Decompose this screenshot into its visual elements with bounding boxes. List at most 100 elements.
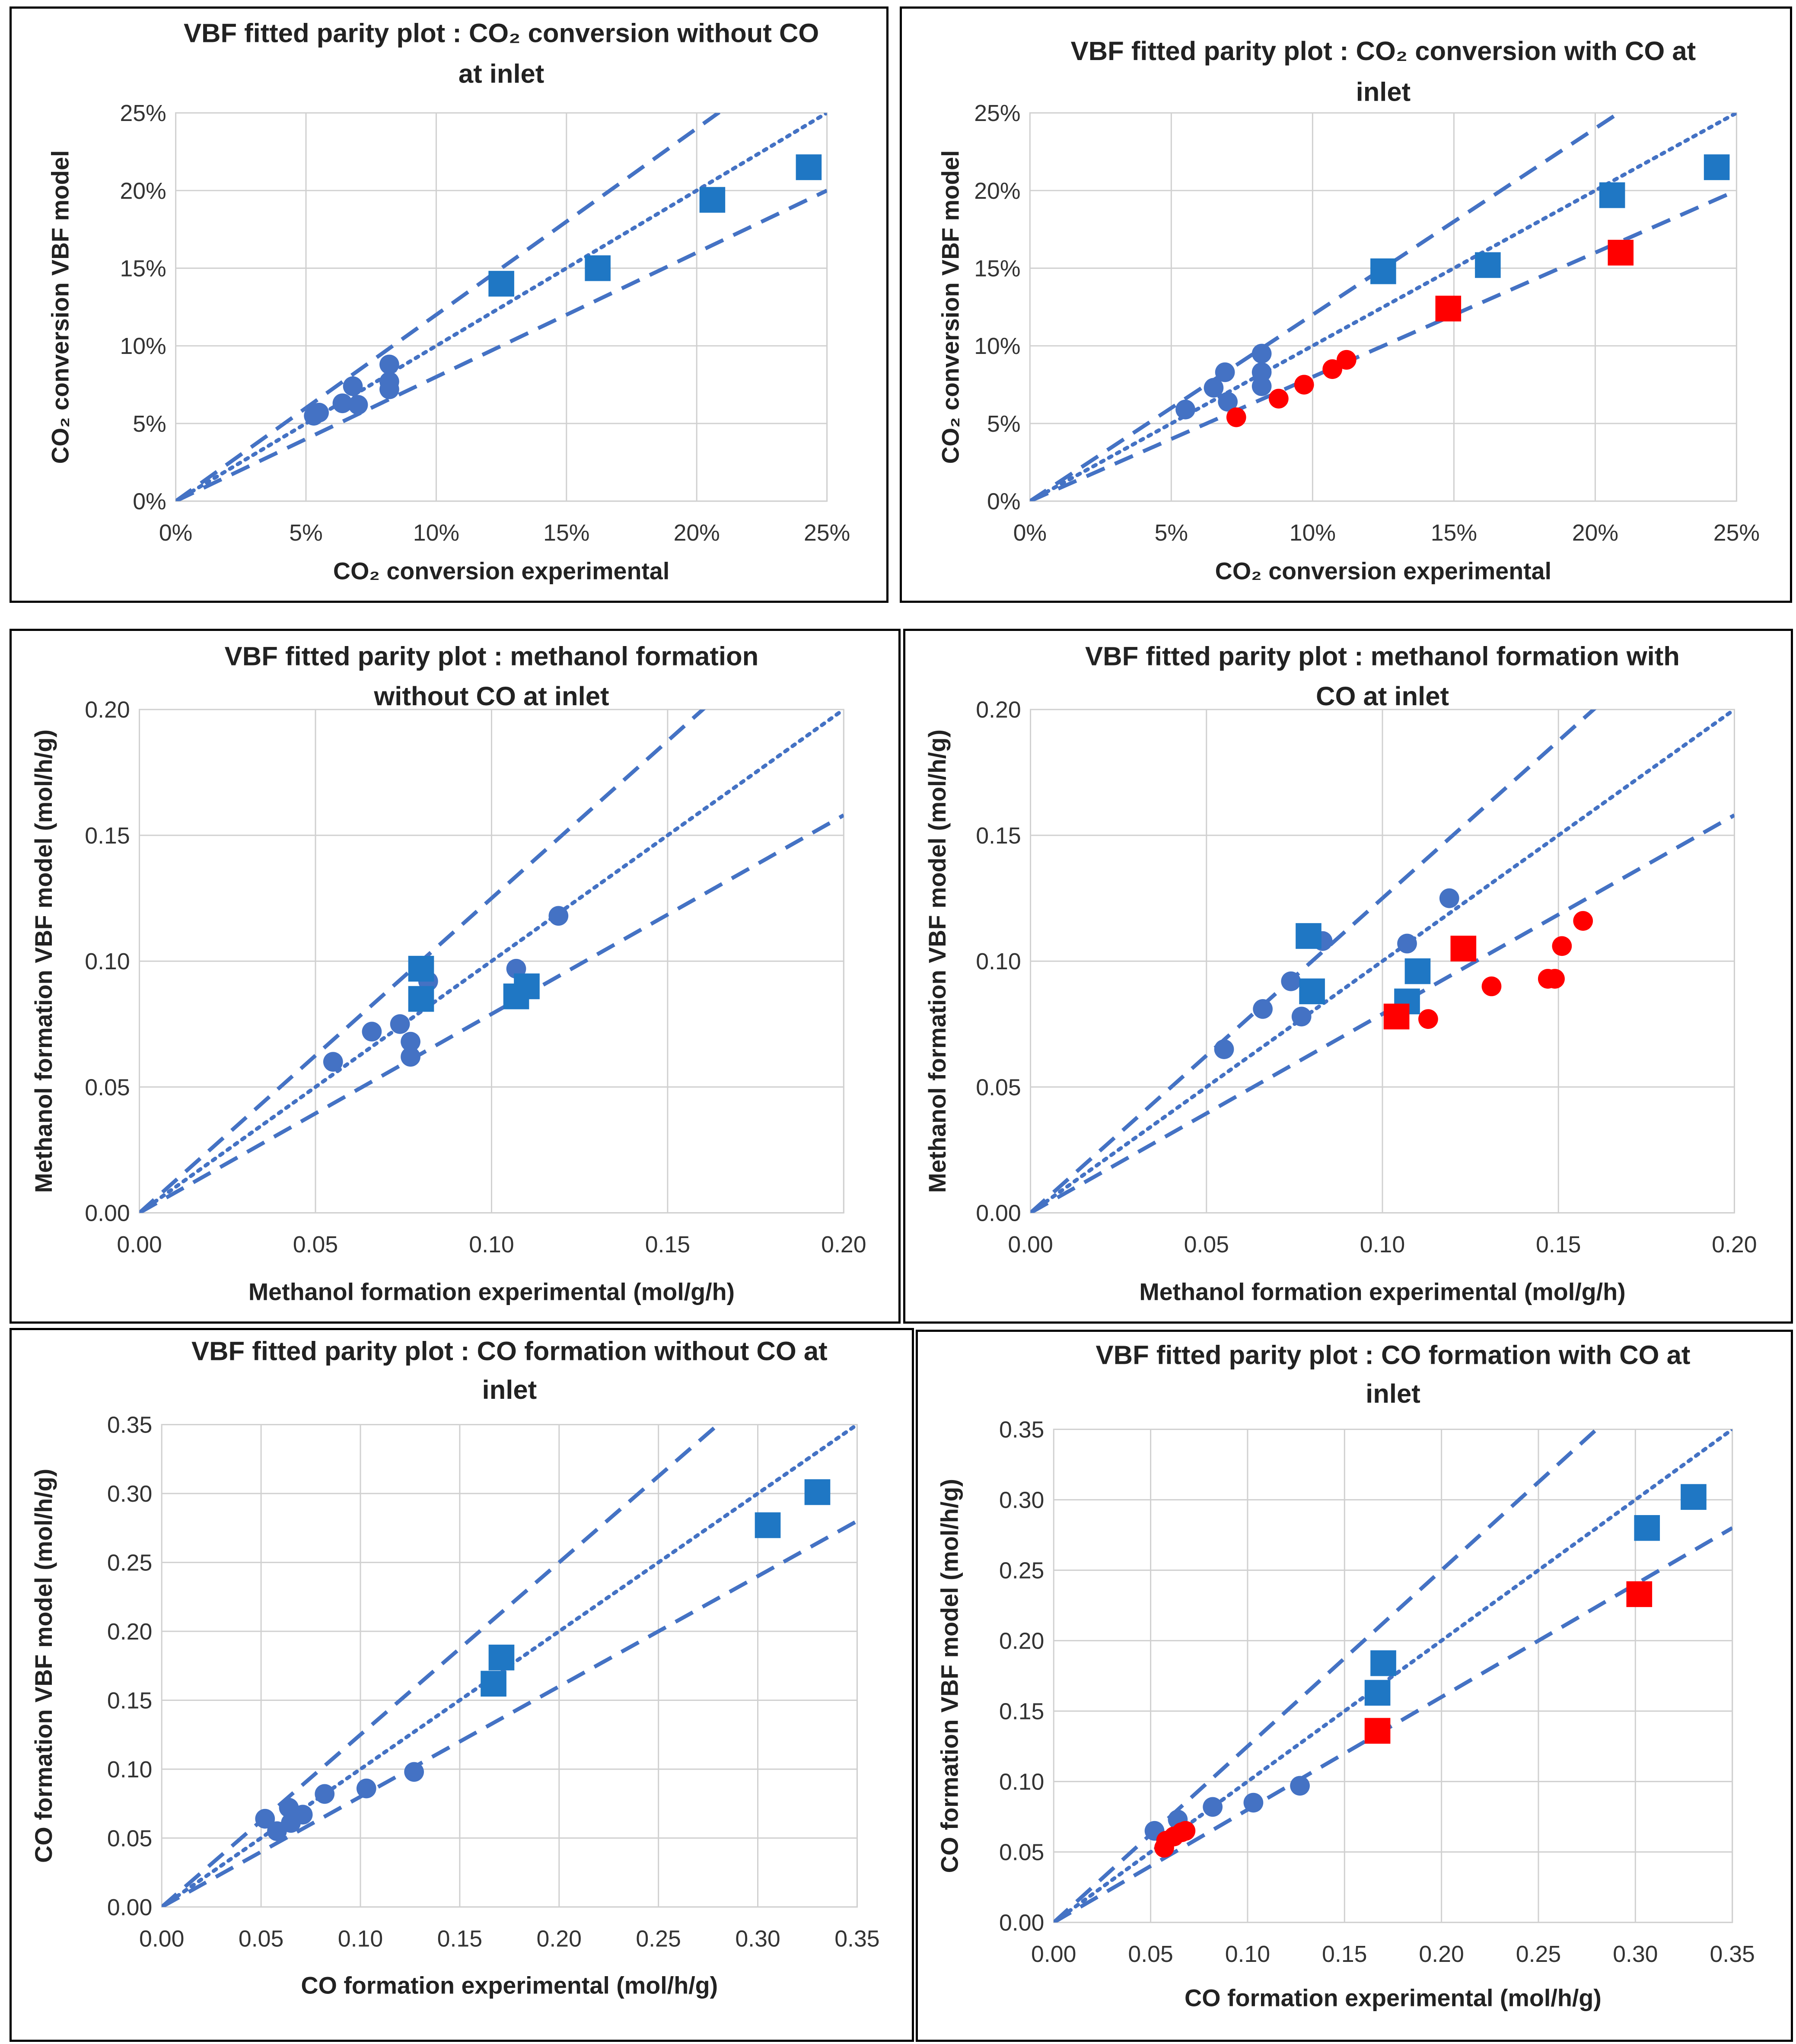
chart-svg: 0.00 0.05 0.10 0.15 0.20 0.00 0.05 0.10 0.15 0.20… [924,642,1757,1305]
chart-svg: 0.00 0.05 0.10 0.15 0.20 0.00 0.05 0.10 0.15 0.20… [30,642,866,1305]
data-point-circle [255,1808,275,1829]
data-point-circle [548,906,569,926]
x-tick-label: 10% [413,520,459,546]
y-tick-label: 0.10 [85,949,130,974]
y-tick-label: 0.25 [999,1558,1044,1584]
parity-line-y-equals-x [1030,113,1737,501]
x-axis-title: CO₂ conversion experimental [333,557,669,584]
data-point-square [1370,258,1396,284]
upper-tolerance-line [1030,113,1623,501]
chart-title: VBF fitted parity plot : CO₂ conversion … [184,18,819,48]
data-point-square [585,255,611,281]
chart-panel-co2-conversion-with-co: 0% 5% 10% 15% 20% 25% 0% 5% 10% 15% 20% 25% VBF fitt… [900,6,1792,603]
data-point-circle [1175,399,1195,420]
data-point-square [1364,1680,1391,1706]
chart-svg: 0.00 0.05 0.10 0.15 0.20 0.25 0.30 0.35 0.00 0.05… [936,1340,1755,2012]
y-tick-label: 0.10 [999,1769,1044,1795]
data-point-circle [1204,378,1224,398]
data-point-circle [1251,362,1272,382]
parity-line-y-equals-x [139,709,844,1213]
data-point-circle [309,403,329,423]
y-tick-label: 15% [120,255,166,281]
data-point-circle [1418,1009,1438,1029]
x-tick-label: 0.15 [645,1232,690,1258]
data-point-circle [1218,392,1238,412]
chart-title: inlet [1356,77,1411,107]
x-tick-label: 15% [1431,520,1477,546]
y-tick-label: 0.00 [999,1910,1044,1936]
data-point-circle [1281,971,1301,991]
data-point-circle [1175,1821,1196,1841]
chart-title: VBF fitted parity plot : CO₂ conversion … [1071,36,1696,66]
chart-title: inlet [1366,1379,1420,1409]
x-axis-title: CO formation experimental (mol/h/g) [1185,1984,1602,2011]
x-tick-label: 0.05 [239,1926,283,1952]
x-tick-label: 0.15 [1322,1941,1367,1967]
x-tick-label: 0.20 [1419,1941,1464,1967]
data-point-square [488,1644,515,1671]
data-point-circle [293,1805,313,1825]
y-tick-label: 0.05 [976,1074,1021,1100]
data-point-square [699,187,726,213]
lower-tolerance-line [1030,188,1737,501]
x-axis-title: CO₂ conversion experimental [1215,557,1551,584]
data-point-square [1608,239,1634,266]
x-axis-title: CO formation experimental (mol/h/g) [301,1972,718,1999]
x-tick-label: 0.10 [338,1926,383,1952]
data-point-circle [379,354,399,375]
data-point-circle [1214,1039,1234,1059]
plot-area [161,1424,858,1908]
plot-area [175,112,828,502]
data-point-circle [404,1762,424,1782]
data-point-square [1296,923,1322,949]
x-tick-label: 25% [1713,520,1760,546]
y-tick-label: 0.20 [999,1628,1044,1654]
y-tick-label: 0.00 [85,1200,130,1226]
chart-title: VBF fitted parity plot : CO formation wi… [1096,1340,1691,1370]
data-point-square [1370,1650,1396,1676]
y-tick-label: 10% [974,333,1020,359]
chart-svg: 0% 5% 10% 15% 20% 25% 0% 5% 10% 15% 20% 25% VBF fitt… [937,36,1760,584]
x-tick-label: 0.20 [1712,1232,1757,1258]
plot-area [139,709,844,1214]
y-tick-label: 0.10 [107,1757,152,1783]
data-point-circle [348,395,368,415]
x-axis-title: Methanol formation experimental (mol/g/h… [1139,1278,1625,1305]
x-tick-label: 0.10 [469,1232,514,1258]
y-axis-title: CO formation VBF model (mol/h/g) [936,1479,963,1873]
x-tick-label: 0.35 [1710,1941,1755,1967]
data-point-circle [323,1052,343,1072]
x-tick-label: 0.05 [293,1232,338,1258]
upper-tolerance-line [175,113,722,501]
chart-title: VBF fitted parity plot : CO formation wi… [191,1337,828,1366]
parity-line-y-equals-x [175,113,827,501]
y-tick-label: 0.35 [999,1417,1044,1443]
data-point-circle [356,1778,376,1799]
x-axis-title: Methanol formation experimental (mol/g/h… [248,1278,735,1305]
x-tick-label: 15% [543,520,589,546]
x-tick-label: 10% [1290,520,1336,546]
data-point-circle [1253,999,1273,1019]
x-tick-label: 5% [289,520,322,546]
parity-line-y-equals-x [1030,709,1735,1213]
y-tick-label: 0.20 [976,697,1021,723]
chart-title: inlet [482,1375,537,1405]
x-tick-label: 5% [1155,520,1188,546]
data-point-circle [1226,407,1246,427]
data-point-circle [1294,375,1314,395]
x-tick-label: 20% [674,520,720,546]
chart-title: VBF fitted parity plot : methanol format… [225,642,759,672]
data-point-square [755,1512,781,1538]
data-point-circle [1545,969,1565,989]
x-tick-label: 0.20 [821,1232,866,1258]
upper-tolerance-line [1030,709,1597,1213]
chart-panel-methanol-formation-with-co: 0.00 0.05 0.10 0.15 0.20 0.00 0.05 0.10 0.15 0.20… [903,629,1793,1324]
data-point-circle [1439,888,1459,908]
data-point-square [1450,936,1477,962]
data-point-square [1404,958,1431,984]
y-tick-label: 0.20 [85,697,130,723]
upper-tolerance-line [139,709,706,1213]
y-tick-label: 25% [120,100,166,126]
y-tick-label: 0.35 [107,1412,152,1438]
x-tick-label: 0.00 [1008,1232,1053,1258]
